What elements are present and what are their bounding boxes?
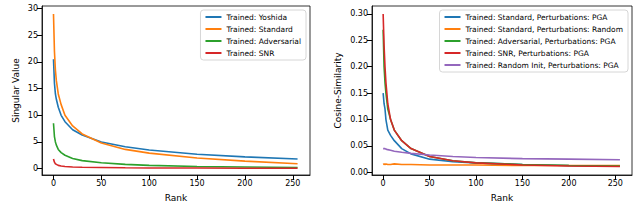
svg-text:250: 250 <box>285 179 300 188</box>
svg-text:Trained: Standard, Perturbatio: Trained: Standard, Perturbations: PGA <box>465 13 609 22</box>
svg-text:100: 100 <box>468 179 483 188</box>
svg-text:Rank: Rank <box>491 193 514 203</box>
svg-text:0.25: 0.25 <box>350 36 368 45</box>
svg-text:200: 200 <box>237 179 252 188</box>
svg-text:150: 150 <box>189 179 204 188</box>
svg-text:0.10: 0.10 <box>350 115 368 124</box>
svg-text:200: 200 <box>561 179 576 188</box>
svg-text:Trained: Yoshida: Trained: Yoshida <box>225 13 287 22</box>
svg-text:150: 150 <box>515 179 530 188</box>
svg-text:0.05: 0.05 <box>350 141 368 150</box>
svg-text:Trained: Adversarial: Trained: Adversarial <box>225 37 301 46</box>
svg-text:Trained: SNR: Trained: SNR <box>225 49 274 58</box>
svg-text:0.15: 0.15 <box>350 89 368 98</box>
svg-text:Trained: Standard: Trained: Standard <box>225 25 293 34</box>
svg-text:0.00: 0.00 <box>350 168 368 177</box>
svg-text:Cosine-Similarity: Cosine-Similarity <box>333 52 343 129</box>
svg-text:0: 0 <box>381 179 386 188</box>
svg-text:25: 25 <box>28 31 38 40</box>
svg-text:50: 50 <box>424 179 434 188</box>
svg-text:0: 0 <box>33 164 38 173</box>
svg-text:0.30: 0.30 <box>350 9 368 18</box>
svg-text:50: 50 <box>96 179 106 188</box>
svg-text:0: 0 <box>51 179 56 188</box>
svg-text:100: 100 <box>142 179 157 188</box>
svg-text:20: 20 <box>28 57 38 66</box>
svg-text:Trained: Random Init, Perturba: Trained: Random Init, Perturbations: PGA <box>465 61 620 70</box>
svg-text:Trained: Standard, Perturbatio: Trained: Standard, Perturbations: Random <box>465 25 624 34</box>
svg-text:15: 15 <box>28 84 38 93</box>
svg-text:Rank: Rank <box>165 193 188 203</box>
svg-text:5: 5 <box>33 137 38 146</box>
svg-text:Trained: SNR, Perturbations: P: Trained: SNR, Perturbations: PGA <box>465 49 590 58</box>
svg-text:Trained: Adversarial, Perturba: Trained: Adversarial, Perturbations: PGA <box>465 37 617 46</box>
svg-text:250: 250 <box>608 179 623 188</box>
svg-text:10: 10 <box>28 111 38 120</box>
svg-text:Singular Value: Singular Value <box>11 58 21 123</box>
svg-text:0.20: 0.20 <box>350 62 368 71</box>
svg-text:30: 30 <box>28 4 38 13</box>
